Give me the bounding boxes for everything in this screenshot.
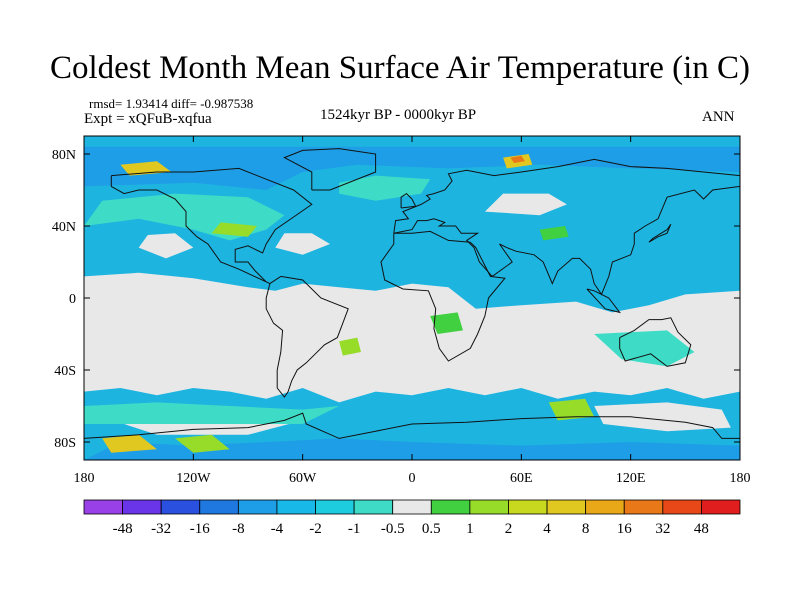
y-tick-label: 0 — [69, 292, 76, 307]
colorbar-swatch — [199, 499, 239, 515]
map-axes: 180 120W 60W 0 60E 120E 180 80N 40N 0 40S 80S — [52, 136, 751, 486]
chart-title: Coldest Month Mean Surface Air Temperatu… — [50, 50, 750, 86]
colorbar-label: -4 — [271, 521, 284, 537]
colorbar-label: 48 — [694, 521, 709, 537]
colorbar-label: 4 — [543, 521, 551, 537]
y-tick-label: 40S — [54, 364, 76, 379]
x-tick-label: 60E — [510, 471, 533, 486]
colorbar-label: -32 — [151, 521, 171, 537]
x-tick-label: 120E — [616, 471, 646, 486]
coastline-6 — [400, 192, 417, 209]
anomaly-region-neutral-0 — [84, 272, 740, 403]
colorbar-swatch — [122, 499, 162, 515]
anomaly-region-warm-16 — [430, 312, 463, 334]
map-area — [84, 136, 740, 460]
anomaly-region-warm-12 — [175, 434, 230, 453]
anomaly-region-warm-15 — [339, 337, 361, 356]
colorbar-label: -1 — [348, 521, 361, 537]
colorbar-label: -2 — [309, 521, 322, 537]
coastline-7 — [586, 288, 621, 314]
coastline-3 — [393, 158, 740, 296]
anomaly-region-neutral-3 — [484, 193, 567, 216]
colorbar-label: 2 — [505, 521, 513, 537]
colorbar-label: 8 — [582, 521, 590, 537]
colorbar-label: -16 — [190, 521, 210, 537]
colorbar-swatch — [508, 499, 548, 515]
y-tick-label: 40N — [52, 220, 76, 235]
x-tick-label: 120W — [176, 471, 211, 486]
anomaly-region-cooler-11 — [84, 438, 740, 460]
coastlines — [84, 148, 740, 439]
anomaly-region-warm-13 — [548, 398, 595, 421]
colorbar-swatch — [585, 499, 625, 515]
anomaly-region-warmer-18 — [102, 434, 157, 453]
experiment-label: Expt = xQFuB-xqfua — [84, 111, 212, 127]
anomaly-region-cool-8 — [84, 402, 340, 424]
colorbar: -48 -32 -16 -8 -4 -2 -1 -0.5 0.5 1 2 4 8 16 32 48 — [83, 499, 741, 537]
anomaly-region-neutral-1 — [138, 233, 194, 259]
colorbar-swatch — [160, 499, 201, 515]
coastline-2 — [380, 230, 506, 362]
anomaly-region-warmest-21 — [510, 155, 525, 163]
anomaly-region-warm-17 — [539, 226, 569, 241]
colorbar-swatch — [701, 499, 741, 515]
y-tick-label: 80S — [54, 436, 76, 451]
coastline-5 — [283, 148, 377, 191]
anomaly-region-neutral-2 — [275, 233, 330, 255]
coastline-0 — [110, 167, 313, 285]
colorbar-swatch — [237, 499, 278, 515]
colorbar-swatch — [276, 499, 316, 515]
colorbar-swatch — [353, 499, 394, 515]
season-label: ANN — [702, 109, 735, 125]
x-tick-label: 180 — [730, 471, 751, 486]
colorbar-label: 1 — [466, 521, 474, 537]
colorbar-swatch — [315, 499, 355, 515]
colorbar-label: -48 — [113, 521, 133, 537]
x-tick-label: 0 — [409, 471, 416, 486]
anomaly-region-warm-14 — [211, 222, 258, 237]
colorbar-label: 16 — [617, 521, 633, 537]
anomaly-fields — [84, 146, 740, 460]
coastline-1 — [265, 275, 349, 398]
colorbar-swatch — [662, 499, 702, 515]
colorbar-label: 32 — [655, 521, 670, 537]
y-tick-label: 80N — [52, 148, 76, 163]
x-tick-label: 60W — [289, 471, 317, 486]
stats-line: rmsd= 1.93414 diff= -0.987538 — [89, 96, 254, 111]
x-tick-label: 180 — [74, 471, 95, 486]
coastline-9 — [84, 412, 740, 439]
colorbar-label: -8 — [232, 521, 245, 537]
colorbar-swatch — [83, 499, 123, 515]
period-label: 1524kyr BP - 0000kyr BP — [320, 107, 477, 123]
colorbar-swatch — [469, 499, 509, 515]
coastline-4 — [619, 317, 692, 367]
colorbar-label: 0.5 — [422, 521, 441, 537]
colorbar-swatch — [546, 499, 587, 515]
colorbar-label: -0.5 — [381, 521, 405, 537]
colorbar-swatch — [392, 499, 432, 515]
colorbar-swatch — [430, 499, 471, 515]
anomaly-region-cooler-10 — [84, 146, 740, 190]
colorbar-swatch — [623, 499, 664, 515]
coastline-8 — [648, 223, 672, 243]
